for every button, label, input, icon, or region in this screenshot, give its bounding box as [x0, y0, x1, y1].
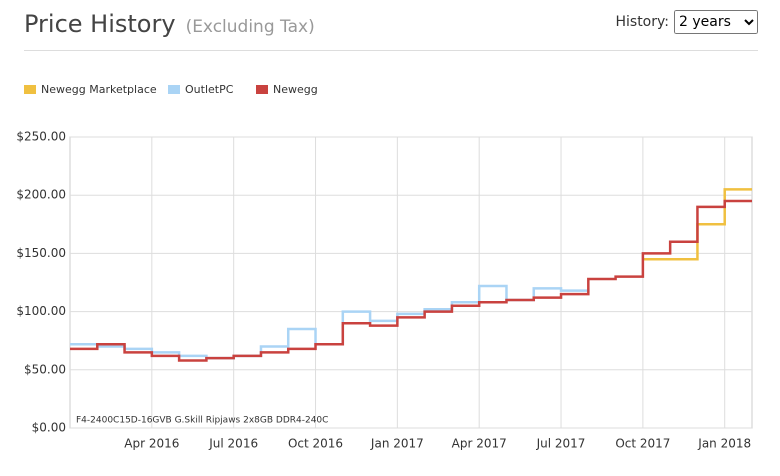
x-tick-label: Oct 2017 — [615, 437, 670, 451]
legend-label: OutletPC — [185, 83, 234, 96]
y-tick-label: $100.00 — [16, 304, 66, 318]
x-tick-label: Jul 2017 — [536, 437, 586, 451]
x-tick-label: Oct 2016 — [288, 437, 343, 451]
y-tick-label: $200.00 — [16, 188, 66, 202]
price-line — [70, 199, 752, 362]
legend-swatch — [256, 85, 268, 94]
legend-label: Newegg — [273, 83, 318, 96]
y-tick-label: $50.00 — [24, 362, 66, 376]
subtitle: (Excluding Tax) — [185, 17, 315, 37]
x-tick-label: Jan 2018 — [697, 437, 751, 451]
history-label: History: — [615, 14, 669, 30]
title: Price History (Excluding Tax) — [24, 10, 315, 38]
x-tick-label: Jan 2017 — [370, 437, 424, 451]
x-tick-label: Apr 2016 — [124, 437, 179, 451]
legend-swatch — [168, 85, 180, 94]
history-control: History: 2 years — [615, 10, 758, 34]
plot-area — [69, 136, 753, 429]
y-tick-label: $150.00 — [16, 246, 66, 260]
legend-swatch — [24, 85, 36, 94]
history-select[interactable]: 2 years — [674, 10, 758, 34]
x-tick-label: Apr 2017 — [452, 437, 507, 451]
y-tick-label: $250.00 — [16, 130, 66, 144]
title-text: Price History — [24, 10, 176, 38]
y-tick-label: $0.00 — [32, 421, 66, 435]
x-tick-label: Jul 2016 — [208, 437, 258, 451]
divider — [24, 50, 758, 51]
legend-label: Newegg Marketplace — [41, 83, 157, 96]
annotation: F4-2400C15D-16GVB G.Skill Ripjaws 2x8GB … — [76, 416, 328, 426]
